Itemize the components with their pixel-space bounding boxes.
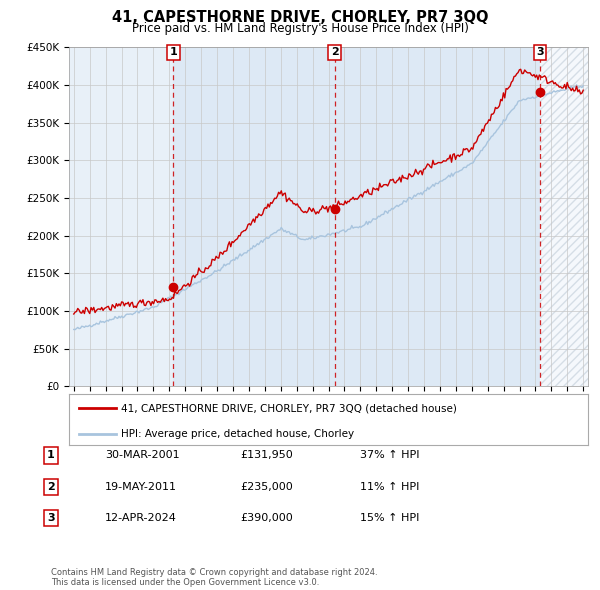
Text: 11% ↑ HPI: 11% ↑ HPI bbox=[360, 482, 419, 491]
Bar bbox=[335, 47, 540, 386]
Text: 15% ↑ HPI: 15% ↑ HPI bbox=[360, 513, 419, 523]
Text: 37% ↑ HPI: 37% ↑ HPI bbox=[360, 451, 419, 460]
Text: £235,000: £235,000 bbox=[240, 482, 293, 491]
Text: Contains HM Land Registry data © Crown copyright and database right 2024.
This d: Contains HM Land Registry data © Crown c… bbox=[51, 568, 377, 587]
Text: 41, CAPESTHORNE DRIVE, CHORLEY, PR7 3QQ (detached house): 41, CAPESTHORNE DRIVE, CHORLEY, PR7 3QQ … bbox=[121, 403, 457, 413]
Text: 41, CAPESTHORNE DRIVE, CHORLEY, PR7 3QQ: 41, CAPESTHORNE DRIVE, CHORLEY, PR7 3QQ bbox=[112, 10, 488, 25]
Text: Price paid vs. HM Land Registry's House Price Index (HPI): Price paid vs. HM Land Registry's House … bbox=[131, 22, 469, 35]
Text: £131,950: £131,950 bbox=[240, 451, 293, 460]
Text: 12-APR-2024: 12-APR-2024 bbox=[105, 513, 177, 523]
Text: 30-MAR-2001: 30-MAR-2001 bbox=[105, 451, 179, 460]
Bar bbox=[540, 47, 591, 386]
Text: £390,000: £390,000 bbox=[240, 513, 293, 523]
Text: HPI: Average price, detached house, Chorley: HPI: Average price, detached house, Chor… bbox=[121, 429, 354, 439]
Text: 2: 2 bbox=[331, 47, 338, 57]
Text: 1: 1 bbox=[169, 47, 177, 57]
Text: 2: 2 bbox=[47, 482, 55, 491]
Text: 19-MAY-2011: 19-MAY-2011 bbox=[105, 482, 177, 491]
Text: 3: 3 bbox=[47, 513, 55, 523]
Bar bbox=[173, 47, 335, 386]
Text: 3: 3 bbox=[536, 47, 544, 57]
Text: 1: 1 bbox=[47, 451, 55, 460]
